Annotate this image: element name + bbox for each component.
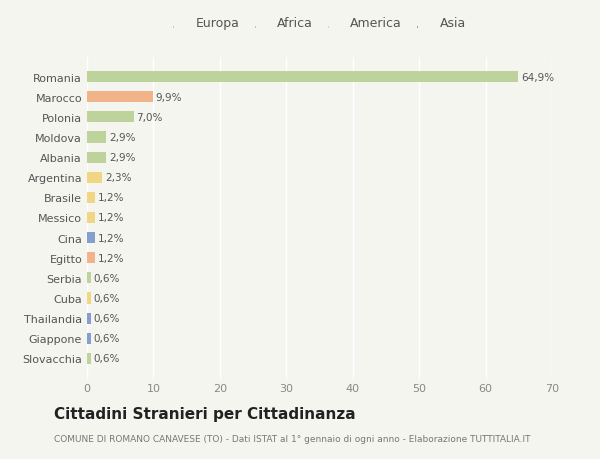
Text: 0,6%: 0,6% — [94, 273, 120, 283]
Text: 0,6%: 0,6% — [94, 334, 120, 343]
Bar — [87, 293, 91, 304]
Bar — [87, 112, 133, 123]
Bar — [87, 353, 91, 364]
Text: 7,0%: 7,0% — [136, 112, 163, 123]
Text: 0,6%: 0,6% — [94, 293, 120, 303]
Bar — [87, 233, 95, 244]
Bar — [87, 172, 102, 184]
Text: 0,6%: 0,6% — [94, 353, 120, 364]
Legend: Europa, Africa, America, Asia: Europa, Africa, America, Asia — [168, 12, 471, 35]
Bar — [87, 252, 95, 264]
Text: 1,2%: 1,2% — [98, 193, 124, 203]
Text: Cittadini Stranieri per Cittadinanza: Cittadini Stranieri per Cittadinanza — [54, 406, 356, 421]
Text: 64,9%: 64,9% — [521, 73, 554, 83]
Text: 1,2%: 1,2% — [98, 233, 124, 243]
Bar — [87, 213, 95, 224]
Text: 1,2%: 1,2% — [98, 213, 124, 223]
Bar — [87, 92, 153, 103]
Text: 0,6%: 0,6% — [94, 313, 120, 324]
Bar — [87, 72, 518, 83]
Text: 2,3%: 2,3% — [105, 173, 131, 183]
Bar — [87, 132, 106, 143]
Text: 2,9%: 2,9% — [109, 153, 136, 163]
Bar — [87, 313, 91, 324]
Text: COMUNE DI ROMANO CANAVESE (TO) - Dati ISTAT al 1° gennaio di ogni anno - Elabora: COMUNE DI ROMANO CANAVESE (TO) - Dati IS… — [54, 434, 530, 443]
Text: 1,2%: 1,2% — [98, 253, 124, 263]
Bar — [87, 273, 91, 284]
Bar — [87, 152, 106, 163]
Text: 9,9%: 9,9% — [155, 93, 182, 102]
Bar — [87, 192, 95, 203]
Text: 2,9%: 2,9% — [109, 133, 136, 143]
Bar — [87, 333, 91, 344]
